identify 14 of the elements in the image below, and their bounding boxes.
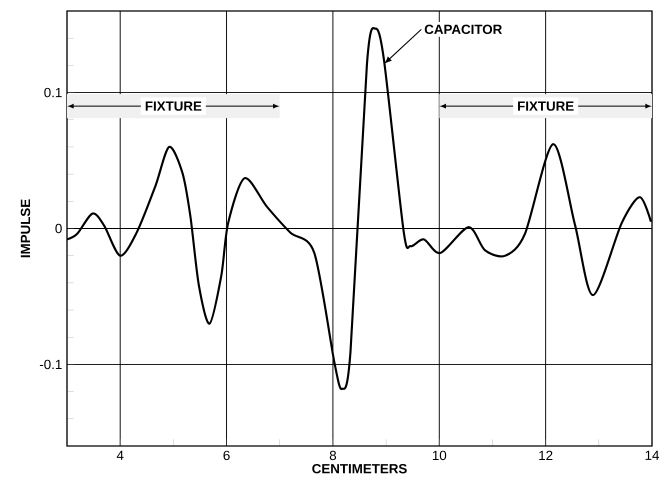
x-tick-label: 10 [432, 450, 446, 460]
band-label: FIXTURE [518, 101, 574, 111]
band-label: FIXTURE [146, 101, 202, 111]
y-tick-label: 0 [55, 224, 62, 234]
y-tick-label: 0.1 [44, 88, 62, 98]
x-tick-label: 12 [539, 450, 552, 460]
y-tick-label: -0.1 [40, 360, 62, 370]
x-tick-label: 4 [116, 450, 124, 460]
annotation: CAPACITOR [424, 24, 502, 34]
x-tick-label: 8 [330, 450, 336, 460]
x-tick-label: 6 [224, 450, 230, 460]
x-tick-label: 14 [646, 450, 660, 460]
x-axis-title: CENTIMETERS [312, 464, 407, 474]
y-axis-title: IMPULSE [20, 199, 30, 258]
